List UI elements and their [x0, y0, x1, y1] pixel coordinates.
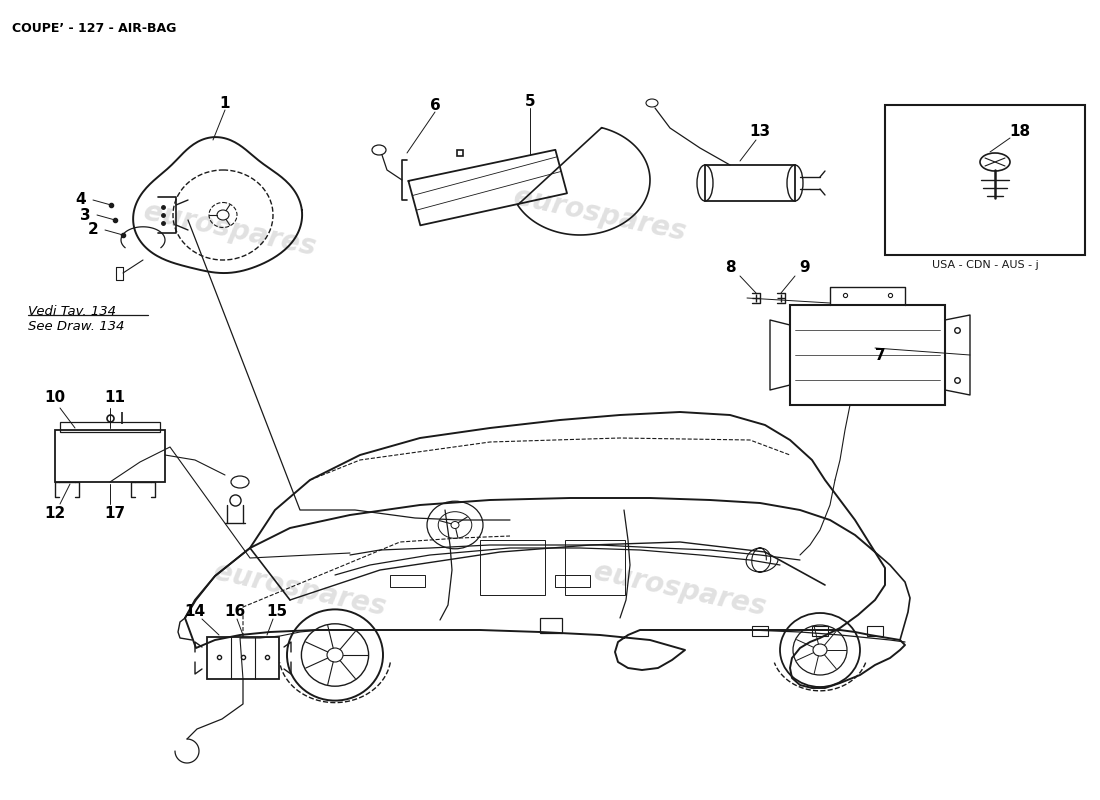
- Text: 12: 12: [44, 506, 66, 522]
- Bar: [60, 422, 160, 432]
- Text: 4: 4: [76, 193, 86, 207]
- Bar: [867, 626, 883, 636]
- Bar: [752, 626, 768, 636]
- Bar: [705, 165, 795, 201]
- Text: 10: 10: [44, 390, 66, 406]
- Text: 16: 16: [224, 603, 245, 618]
- Text: 7: 7: [874, 347, 886, 362]
- Bar: [565, 540, 625, 595]
- Text: 2: 2: [88, 222, 98, 238]
- Text: 6: 6: [430, 98, 440, 113]
- Text: eurospares: eurospares: [141, 198, 319, 262]
- Text: 3: 3: [79, 207, 90, 222]
- Bar: [540, 618, 562, 633]
- Bar: [390, 575, 425, 587]
- Text: 18: 18: [1010, 125, 1031, 139]
- Bar: [480, 540, 544, 595]
- Text: See Draw. 134: See Draw. 134: [28, 320, 124, 333]
- Bar: [556, 575, 590, 587]
- Bar: [55, 430, 165, 482]
- Bar: [207, 637, 279, 679]
- Text: USA - CDN - AUS - j: USA - CDN - AUS - j: [932, 260, 1038, 270]
- Text: 15: 15: [266, 603, 287, 618]
- Bar: [790, 305, 945, 405]
- Bar: [886, 105, 1085, 255]
- Text: eurospares: eurospares: [211, 558, 388, 622]
- Text: 13: 13: [749, 125, 771, 139]
- Text: 9: 9: [800, 261, 811, 275]
- Text: 5: 5: [525, 94, 536, 109]
- Text: Vedi Tav. 134: Vedi Tav. 134: [28, 305, 115, 318]
- Text: 14: 14: [185, 603, 206, 618]
- Text: COUPE’ - 127 - AIR-BAG: COUPE’ - 127 - AIR-BAG: [12, 22, 176, 35]
- Text: 11: 11: [104, 390, 125, 406]
- Bar: [812, 626, 828, 636]
- Text: eurospares: eurospares: [512, 183, 689, 247]
- Text: 8: 8: [725, 261, 735, 275]
- Text: 17: 17: [104, 506, 125, 522]
- Text: 1: 1: [220, 95, 230, 110]
- Text: eurospares: eurospares: [592, 558, 769, 622]
